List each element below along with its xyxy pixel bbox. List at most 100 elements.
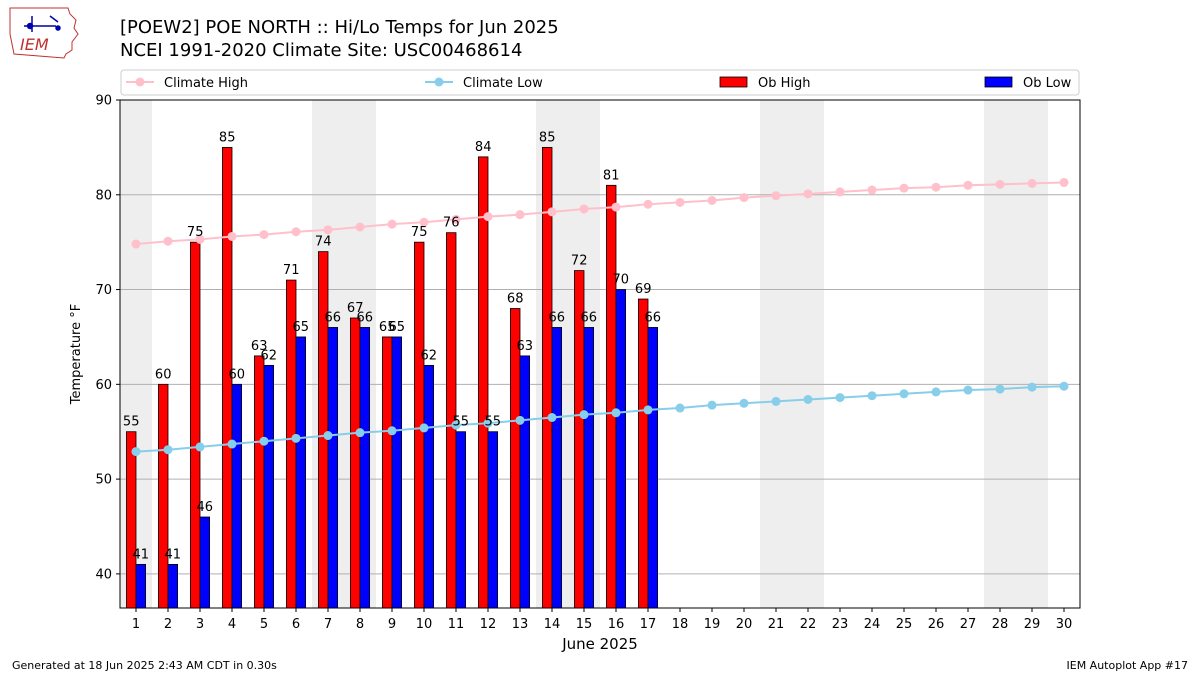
ob-low-label-7: 66 (325, 310, 342, 325)
legend-ob-high-swatch (719, 76, 748, 88)
ob-high-label-11: 76 (443, 216, 460, 231)
ob-low-label-14: 66 (549, 310, 566, 325)
y-axis-label: Temperature °F (69, 304, 84, 405)
climate-high-point-8 (355, 222, 365, 232)
ob-high-label-2: 60 (155, 367, 172, 382)
ob-high-label-15: 72 (571, 254, 588, 269)
climate-low-point-23 (835, 393, 845, 403)
x-tick-label-16: 16 (608, 617, 625, 632)
climate-low-point-30 (1059, 381, 1069, 391)
y-tick-label-60: 60 (95, 378, 112, 393)
ob-low-label-1: 41 (133, 547, 150, 562)
plot-frame (119, 99, 1081, 609)
ob-low-label-11: 55 (453, 415, 470, 430)
legend-climate-low-marker (434, 77, 444, 87)
ob-low-bar-10 (423, 364, 435, 609)
x-tick-label-24: 24 (864, 617, 881, 632)
legend-climate-low-label: Climate Low (463, 76, 543, 91)
x-tick-label-19: 19 (704, 617, 721, 632)
climate-low-point-7 (323, 431, 333, 441)
ob-high-bar-14 (542, 146, 553, 609)
climate-low-point-3 (195, 442, 205, 452)
weekend-shade-28 (984, 100, 1016, 608)
climate-low-point-28 (995, 384, 1005, 394)
x-tick-label-22: 22 (800, 617, 817, 632)
ob-low-label-10: 62 (421, 348, 438, 363)
climate-low-point-26 (931, 387, 941, 397)
x-tick-label-3: 3 (196, 617, 204, 632)
climate-low-point-1 (131, 447, 141, 457)
ob-high-label-17: 69 (635, 282, 652, 297)
climate-high-point-23 (835, 187, 845, 197)
ob-low-bar-7 (327, 327, 339, 609)
x-tick-label-18: 18 (672, 617, 689, 632)
climate-low-point-9 (387, 426, 397, 436)
climate-high-point-5 (259, 230, 269, 240)
ob-high-bar-1 (126, 431, 137, 609)
y-tick-label-40: 40 (95, 567, 112, 582)
ob-high-label-9: 65 (379, 320, 396, 335)
climate-low-point-19 (707, 400, 717, 410)
chart-subtitle: NCEI 1991-2020 Climate Site: USC00468614 (120, 40, 523, 61)
climate-low-point-27 (963, 385, 973, 395)
ob-low-label-12: 55 (485, 415, 502, 430)
x-tick-label-8: 8 (356, 617, 364, 632)
x-tick-label-21: 21 (768, 617, 785, 632)
climate-low-point-20 (739, 398, 749, 408)
climate-high-point-30 (1059, 177, 1069, 187)
climate-high-point-14 (547, 207, 557, 217)
x-tick-label-6: 6 (292, 617, 300, 632)
climate-high-point-16 (611, 202, 621, 212)
ob-low-label-9: 65 (389, 320, 406, 335)
weather-station-icon (24, 15, 61, 32)
climate-low-point-11 (451, 420, 461, 430)
ob-low-label-15: 66 (581, 310, 598, 325)
climate-low-point-22 (803, 394, 813, 404)
ob-low-label-17: 66 (645, 310, 662, 325)
ob-low-label-4: 60 (229, 367, 246, 382)
x-tick-label-5: 5 (260, 617, 268, 632)
ob-high-label-4: 85 (219, 130, 236, 145)
x-tick-label-11: 11 (448, 617, 465, 632)
ob-high-bar-16 (606, 184, 617, 609)
x-tick-label-10: 10 (416, 617, 433, 632)
legend-ob-high-label: Ob High (758, 76, 811, 91)
ob-low-bar-1 (135, 564, 147, 609)
climate-high-point-2 (163, 236, 173, 246)
ob-low-bar-11 (455, 431, 467, 609)
x-tick-label-7: 7 (324, 617, 332, 632)
x-tick-label-15: 15 (576, 617, 593, 632)
x-tick-label-4: 4 (228, 617, 236, 632)
climate-high-point-18 (675, 197, 685, 207)
weekend-shade-21 (760, 100, 792, 608)
climate-low-point-29 (1027, 382, 1037, 392)
climate-low-point-14 (547, 413, 557, 422)
ob-high-label-6: 71 (283, 263, 300, 278)
x-tick-label-13: 13 (512, 617, 529, 632)
ob-low-bar-6 (295, 336, 307, 609)
climate-low-point-21 (771, 396, 781, 406)
climate-low-point-5 (259, 436, 269, 446)
x-tick-label-28: 28 (992, 617, 1009, 632)
climate-low-point-17 (643, 405, 653, 415)
ob-high-label-7: 74 (315, 235, 332, 250)
climate-high-point-12 (483, 212, 493, 222)
weekend-shade-22 (792, 100, 824, 608)
legend-box (120, 69, 1080, 96)
ob-high-bar-17 (638, 298, 649, 609)
ob-high-label-8: 67 (347, 301, 364, 316)
footer-generated: Generated at 18 Jun 2025 2:43 AM CDT in … (12, 659, 277, 672)
ob-low-label-16: 70 (613, 273, 630, 288)
ob-low-bar-9 (391, 336, 403, 609)
ob-low-label-5: 62 (261, 348, 278, 363)
climate-low-point-4 (227, 439, 237, 449)
climate-high-point-3 (195, 234, 205, 244)
iowa-outline-icon (9, 7, 79, 59)
x-tick-label-29: 29 (1024, 617, 1041, 632)
ob-low-label-2: 41 (165, 547, 182, 562)
weekend-shade-29 (1016, 100, 1048, 608)
ob-low-label-8: 66 (357, 310, 374, 325)
x-axis-label: June 2025 (561, 635, 638, 653)
ob-high-label-13: 68 (507, 292, 524, 307)
